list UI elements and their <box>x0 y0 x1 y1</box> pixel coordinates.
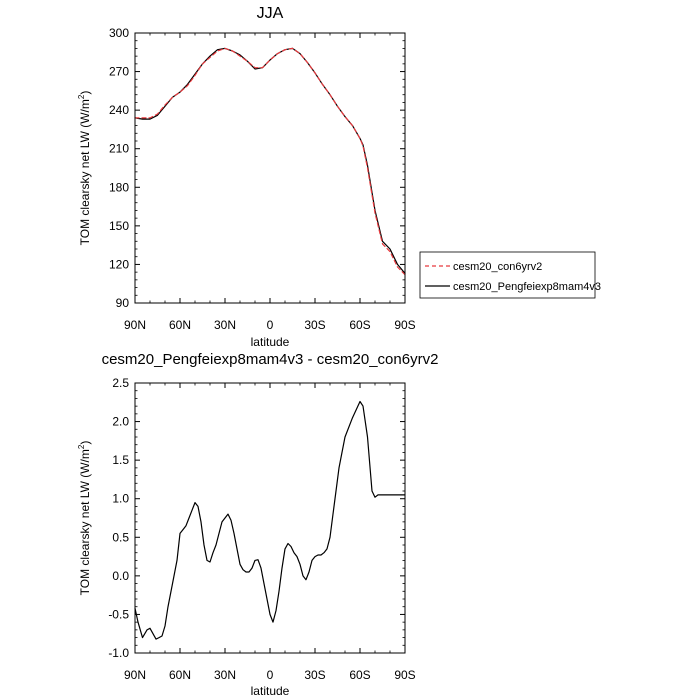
top-ytick-label: 300 <box>109 26 129 40</box>
top-xtick-label: 90S <box>394 318 415 332</box>
bottom-ytick-label: -1.0 <box>108 646 129 660</box>
bottom-xtick-label: 0 <box>267 668 274 682</box>
top-chart-xlabel: latitude <box>251 335 290 349</box>
top-ytick-label: 180 <box>109 180 129 194</box>
top-xtick-label: 60S <box>349 318 370 332</box>
legend-label-pengfei: cesm20_Pengfeiexp8mam4v3 <box>453 281 601 293</box>
top-ytick-label: 120 <box>109 257 129 271</box>
bottom-ytick-label: -0.5 <box>108 607 129 621</box>
bottom-xtick-label: 60N <box>169 668 191 682</box>
top-xtick-label: 30N <box>214 318 236 332</box>
top-chart-frame <box>134 32 406 304</box>
top-ytick-label: 210 <box>109 142 129 156</box>
bottom-ytick-label: 1.0 <box>112 492 129 506</box>
bottom-ytick-label: 0.0 <box>112 569 129 583</box>
bottom-ytick-label: 2.5 <box>112 376 129 390</box>
top-xtick-label: 0 <box>267 318 274 332</box>
top-ytick-label: 240 <box>109 103 129 117</box>
bottom-xtick-label: 90S <box>394 668 415 682</box>
bottom-chart-title: cesm20_Pengfeiexp8mam4v3 - cesm20_con6yr… <box>102 351 439 368</box>
top-chart-ylabel: TOM clearsky net LW (W/m2) <box>77 91 92 246</box>
top-chart-title: JJA <box>257 5 284 22</box>
top-chart-series <box>134 47 406 276</box>
bottom-xtick-label: 90N <box>124 668 146 682</box>
legend: cesm20_con6yrv2 cesm20_Pengfeiexp8mam4v3 <box>419 251 601 299</box>
bottom-chart-series <box>134 400 406 640</box>
top-xtick-label: 60N <box>169 318 191 332</box>
bottom-ytick-label: 0.5 <box>112 530 129 544</box>
top-chart-ticks: 90 120 150 180 210 240 270 300 90N 60N 30N 0 30S 60S 9… <box>109 26 416 332</box>
legend-box <box>419 251 596 299</box>
top-ytick-label: 90 <box>116 296 130 310</box>
bottom-chart-ticks: 2.5 2.0 1.5 1.0 0.5 0.0 -0.5 -1.0 90N 60N 30N 0 30S 6… <box>108 376 415 682</box>
legend-label-con6yrv2: cesm20_con6yrv2 <box>453 261 542 273</box>
top-series-line-1 <box>134 47 406 274</box>
bottom-chart-frame <box>134 382 406 654</box>
top-series-line-0 <box>134 47 406 276</box>
top-xtick-label: 90N <box>124 318 146 332</box>
bottom-ytick-label: 2.0 <box>112 415 129 429</box>
bottom-chart-xlabel: latitude <box>251 684 290 698</box>
bottom-chart-panel: cesm20_Pengfeiexp8mam4v3 - cesm20_con6yr… <box>77 351 438 698</box>
bottom-xtick-label: 60S <box>349 668 370 682</box>
bottom-chart-ylabel: TOM clearsky net LW (W/m2) <box>77 441 92 596</box>
top-xtick-label: 30S <box>304 318 325 332</box>
top-ytick-label: 150 <box>109 219 129 233</box>
bottom-ytick-label: 1.5 <box>112 453 129 467</box>
top-chart-panel: JJA 90 120 150 180 210 240 270 300 90N 60N 30N 0 30S… <box>77 5 416 349</box>
top-ytick-label: 270 <box>109 65 129 79</box>
bottom-series-line-0 <box>134 400 406 640</box>
bottom-xtick-label: 30N <box>214 668 236 682</box>
bottom-xtick-label: 30S <box>304 668 325 682</box>
